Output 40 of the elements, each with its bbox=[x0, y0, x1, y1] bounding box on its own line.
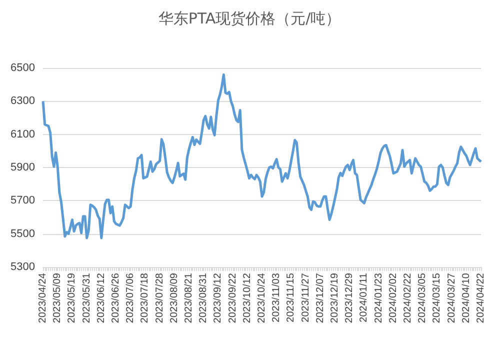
x-tick-label: 2023/10/12 bbox=[242, 272, 253, 324]
x-tick-label: 2023/04/24 bbox=[38, 272, 48, 324]
x-tick-label: 2023/11/03 bbox=[271, 272, 282, 322]
x-tick-label: 2024/04/22 bbox=[476, 272, 486, 324]
x-tick-label: 2023/05/09 bbox=[52, 272, 64, 324]
x-tick-label: 2023/12/19 bbox=[330, 272, 340, 324]
x-tick-label: 2023/08/31 bbox=[198, 272, 210, 324]
x-tick-label: 2023/05/31 bbox=[81, 272, 92, 324]
x-tick-label: 2023/11/15 bbox=[286, 272, 297, 322]
y-tick-label: 5700 bbox=[10, 194, 35, 207]
x-tick-label: 2024/02/22 bbox=[402, 272, 414, 324]
x-tick-label: 2023/10/24 bbox=[256, 272, 268, 324]
x-tick-label: 2023/07/06 bbox=[125, 272, 136, 324]
x-tick-label: 2023/11/27 bbox=[300, 272, 312, 322]
chart-title: 华东PTA现货价格（元/吨） bbox=[158, 10, 341, 28]
x-tick-label: 2023/12/07 bbox=[314, 272, 326, 324]
y-tick-label: 6300 bbox=[10, 95, 35, 108]
y-tick-label: 5500 bbox=[10, 228, 35, 240]
x-tick-label: 2024/03/15 bbox=[432, 272, 443, 324]
x-tick-label: 2023/09/22 bbox=[227, 272, 238, 324]
x-tick-label: 2023/06/26 bbox=[110, 272, 122, 324]
line-series bbox=[42, 73, 482, 240]
x-tick-label: 2024/01/11 bbox=[358, 272, 370, 322]
x-tick-label: 2023/07/28 bbox=[154, 272, 166, 324]
x-tick-label: 2023/05/19 bbox=[66, 272, 78, 324]
x-tick-label: 2024/04/10 bbox=[460, 272, 472, 324]
y-tick-label: 5300 bbox=[10, 261, 35, 273]
x-tick-label: 2024/01/23 bbox=[373, 272, 384, 324]
x-tick-label: 2024/03/27 bbox=[446, 272, 458, 324]
x-tick-label: 2023/08/09 bbox=[168, 272, 180, 324]
x-tick-label: 2024/02/02 bbox=[388, 272, 399, 324]
x-tick-label: 2023/08/21 bbox=[184, 272, 194, 324]
y-tick-label: 6100 bbox=[10, 128, 35, 140]
x-tick-label: 2023/07/18 bbox=[140, 272, 151, 324]
y-tick-label: 6500 bbox=[10, 62, 35, 74]
x-tick-label: 2023/12/29 bbox=[344, 272, 356, 324]
x-tick-label: 2023/09/12 bbox=[212, 272, 224, 324]
y-tick-label: 5900 bbox=[10, 162, 35, 174]
x-tick-label: 2023/06/12 bbox=[96, 272, 107, 324]
x-tick-label: 2024/03/05 bbox=[417, 272, 428, 324]
